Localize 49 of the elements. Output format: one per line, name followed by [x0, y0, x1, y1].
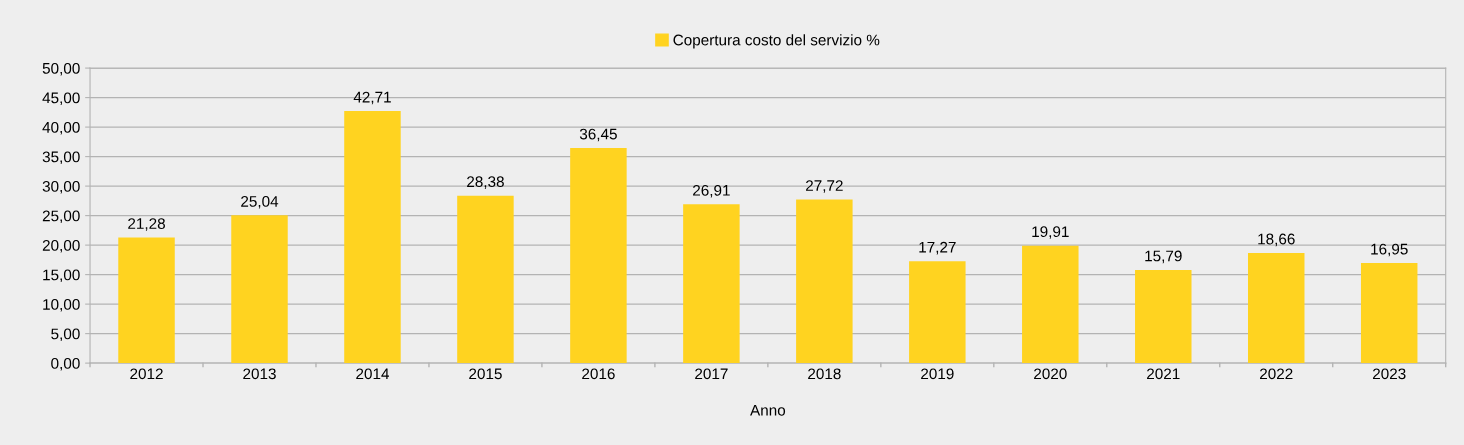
bar: [909, 261, 966, 364]
x-tick-label: 2014: [356, 368, 390, 380]
y-tick-label: 10,00: [43, 298, 80, 312]
x-tick-label: 2017: [695, 368, 728, 380]
x-tick-label: 2021: [1147, 368, 1180, 380]
x-tick-label: 2013: [243, 368, 276, 380]
y-tick-label: 15,00: [43, 269, 80, 283]
legend-label: Copertura costo del servizio %: [673, 34, 880, 49]
x-tick-label: 2015: [469, 368, 502, 380]
data-label: 21,28: [128, 218, 165, 231]
bar: [570, 148, 627, 364]
bar: [457, 195, 514, 364]
y-tick-label: 35,00: [42, 151, 80, 165]
x-tick-label: 2018: [808, 368, 841, 380]
x-tick-label: 2022: [1260, 368, 1293, 380]
bar: [118, 237, 175, 364]
data-label: 16,95: [1371, 243, 1408, 257]
data-label: 18,66: [1258, 233, 1295, 247]
x-tick-label: 2016: [582, 368, 615, 380]
data-label: 28,38: [467, 176, 504, 189]
x-tick-label: 2012: [130, 368, 163, 380]
data-label: 36,45: [579, 128, 617, 142]
x-tick-label: 2019: [921, 368, 954, 380]
bar: [1360, 263, 1418, 364]
data-label: 26,91: [693, 184, 730, 198]
bar: [683, 204, 740, 364]
data-label: 15,79: [1145, 250, 1182, 264]
y-tick-label: 20,00: [42, 239, 80, 253]
x-axis-title: Anno: [750, 405, 786, 416]
y-tick-label: 45,00: [42, 92, 80, 106]
data-label: 27,72: [806, 180, 843, 193]
data-label: 42,71: [353, 91, 391, 105]
bar: [1135, 269, 1192, 364]
bar: [344, 111, 401, 364]
bar: [1248, 253, 1305, 364]
y-tick-label: 25,00: [42, 210, 80, 224]
y-tick-label: 50,00: [42, 62, 80, 76]
data-label: 17,27: [919, 241, 956, 255]
bar: [1022, 245, 1079, 364]
y-tick-label: 30,00: [42, 180, 80, 194]
bar: [796, 199, 853, 364]
bar: [231, 215, 288, 364]
y-tick-label: 0,00: [51, 357, 80, 371]
y-tick-label: 40,00: [42, 121, 80, 135]
data-label: 19,91: [1032, 226, 1069, 239]
x-tick-label: 2020: [1034, 368, 1067, 380]
x-tick-label: 2023: [1372, 368, 1406, 380]
y-tick-label: 5,00: [51, 328, 80, 342]
data-label: 25,04: [241, 195, 279, 209]
